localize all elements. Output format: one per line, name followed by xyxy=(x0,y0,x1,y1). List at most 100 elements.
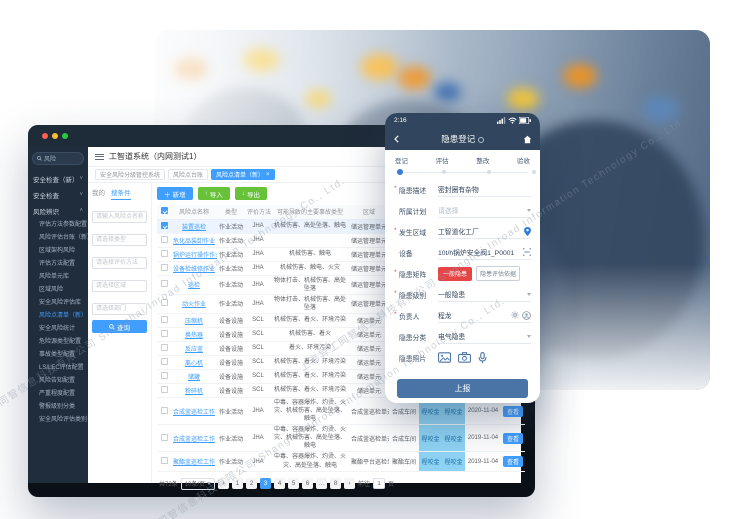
photo-icon[interactable] xyxy=(438,352,451,363)
risk-name-link[interactable]: 装置巡检 xyxy=(181,224,206,231)
import-button[interactable]: ↑ 导入 xyxy=(197,187,230,200)
risk-name-link[interactable]: 锅炉运行操作作业 xyxy=(173,252,217,259)
matrix-basis-button[interactable]: 隐患评估依据 xyxy=(476,266,521,281)
export-button[interactable]: ↓ 导出 xyxy=(234,187,267,200)
page-button[interactable]: 4 xyxy=(274,478,286,490)
risk-name-link[interactable]: 巡检 xyxy=(187,283,200,290)
table-row[interactable]: 合成釜巡检工作 作业活动 JHA 中毒、容器爆炸、灼烫、火灾、机械伤害、高处坠落… xyxy=(157,397,525,426)
microphone-icon[interactable] xyxy=(478,351,487,364)
sidebar-item[interactable]: LS/LEC评估配置 xyxy=(39,365,84,371)
area-select[interactable]: 工智道化工厂 xyxy=(438,224,531,239)
step-label[interactable]: 验收 xyxy=(516,158,530,165)
matrix-level-button[interactable]: 一般隐患 xyxy=(438,266,473,281)
home-icon[interactable] xyxy=(523,135,532,144)
page-button[interactable]: 5 xyxy=(288,478,300,490)
row-checkbox[interactable] xyxy=(160,371,168,379)
row-checkbox[interactable] xyxy=(160,385,168,393)
sidebar-item[interactable]: 危险源类型配置 xyxy=(39,339,82,345)
risk-name-link[interactable]: 危化品装卸作业 xyxy=(173,238,216,245)
row-checkbox[interactable] xyxy=(160,249,168,257)
prev-page-button[interactable]: ‹ xyxy=(218,478,230,490)
filter-input[interactable] xyxy=(92,234,147,246)
sidebar-item[interactable]: 区域风险 xyxy=(39,287,64,293)
page-button[interactable]: 3 xyxy=(260,478,272,490)
risk-name-link[interactable]: 离心机 xyxy=(184,360,203,367)
sidebar-item[interactable]: 区域架构风险 xyxy=(39,248,76,254)
page-button[interactable]: 2 xyxy=(246,478,258,490)
row-checkbox[interactable] xyxy=(160,329,168,337)
row-checkbox[interactable] xyxy=(160,315,168,323)
risk-name-link[interactable]: 粉碎机 xyxy=(184,388,203,395)
tab-risk-ledger[interactable]: 风险点台账 xyxy=(168,169,209,180)
sidebar-item[interactable]: 事故类型配置 xyxy=(39,352,76,358)
step-label[interactable]: 登记 xyxy=(395,158,408,165)
page-button[interactable]: 1 xyxy=(232,478,244,490)
sidebar-group[interactable]: 安全检查（新） ˅ xyxy=(28,171,88,187)
risk-name-link[interactable]: 合成釜巡检工作 xyxy=(173,436,216,443)
page-button[interactable]: 6 xyxy=(302,478,314,490)
step-label[interactable]: 评估 xyxy=(435,158,449,165)
sidebar-item[interactable]: 风险评估台账（新） xyxy=(39,235,88,241)
filter-input[interactable] xyxy=(92,303,147,315)
contacts-icon[interactable] xyxy=(522,310,531,320)
equipment-input[interactable]: 10t/h锅炉安全阀1_P0001 xyxy=(438,245,531,260)
step-label[interactable]: 整改 xyxy=(476,158,490,165)
traffic-light-close[interactable] xyxy=(42,133,48,139)
search-button[interactable]: 查询 xyxy=(92,320,147,333)
sidebar-item[interactable]: 安全风险评估类别 xyxy=(39,417,88,423)
goto-page-input[interactable] xyxy=(373,478,386,490)
row-checkbox[interactable] xyxy=(160,406,168,414)
danger-category-select[interactable]: 电气隐患 xyxy=(438,329,531,344)
responsible-person-input[interactable]: 程龙 xyxy=(438,308,531,323)
danger-description-input[interactable]: 密封圈有杂物 xyxy=(438,182,531,197)
sidebar-search[interactable]: 风险 xyxy=(32,152,84,165)
traffic-light-zoom[interactable] xyxy=(62,133,68,139)
add-button[interactable]: ＋新增 xyxy=(157,187,193,200)
row-checkbox[interactable] xyxy=(160,433,168,441)
risk-name-link[interactable]: 反应釜 xyxy=(184,346,203,353)
sidebar-item[interactable]: 风险点清单（新） xyxy=(39,313,88,319)
table-row[interactable]: 合成釜巡检工作 作业活动 JHA 中毒、容器爆炸、灼烫、火灾、机械伤害、高处坠落… xyxy=(157,424,525,453)
filter-input[interactable] xyxy=(92,211,147,223)
close-tab-icon[interactable]: × xyxy=(266,171,270,178)
row-checkbox[interactable] xyxy=(160,280,168,288)
view-button[interactable]: 查看 xyxy=(503,405,524,417)
scan-icon[interactable] xyxy=(523,248,531,256)
sidebar-group[interactable]: 安全检查 ˅ xyxy=(28,187,88,203)
filter-tab-mine[interactable]: 我的 xyxy=(92,190,105,197)
gear-icon[interactable] xyxy=(511,311,519,319)
risk-name-link[interactable]: 设备检维修作业 xyxy=(173,266,216,273)
risk-name-link[interactable]: 储罐 xyxy=(187,374,200,381)
risk-name-link[interactable]: 动火作业 xyxy=(181,302,206,309)
back-icon[interactable] xyxy=(393,135,401,143)
page-button[interactable]: ... xyxy=(316,478,328,490)
sidebar-item[interactable]: 风险单元库 xyxy=(39,274,70,280)
select-all-checkbox[interactable] xyxy=(160,207,168,215)
tab-risk-system[interactable]: 安全风险分级管控系统 xyxy=(95,169,166,180)
sidebar-item[interactable]: 评估方法配置 xyxy=(39,261,76,267)
filter-tab-conditions[interactable]: 搜条件 xyxy=(111,187,131,200)
plan-select[interactable]: 请选择 xyxy=(438,203,531,218)
view-button[interactable]: 查看 xyxy=(503,432,524,444)
risk-name-link[interactable]: 换热器 xyxy=(184,332,203,339)
filter-input[interactable] xyxy=(92,280,147,292)
risk-name-link[interactable]: 压缩机 xyxy=(184,318,203,325)
page-size-select[interactable]: 10条/页 xyxy=(180,477,216,490)
sidebar-item[interactable]: 警报级别分类 xyxy=(39,404,76,410)
sidebar-item[interactable]: 评估方法参数配置 xyxy=(39,222,88,228)
next-page-button[interactable]: › xyxy=(344,478,356,490)
sidebar-item[interactable]: 风险告知配置 xyxy=(39,378,76,384)
row-checkbox[interactable] xyxy=(160,263,168,271)
filter-input[interactable] xyxy=(92,257,147,269)
row-checkbox[interactable] xyxy=(160,235,168,243)
submit-report-button[interactable]: 上报 xyxy=(397,379,528,398)
sidebar-group[interactable]: 风险辨识 ˄ xyxy=(28,203,88,219)
row-checkbox[interactable] xyxy=(160,457,168,465)
danger-level-select[interactable]: 一般隐患 xyxy=(438,287,531,302)
traffic-light-minimize[interactable] xyxy=(52,133,58,139)
tab-risk-list-new[interactable]: 风险点清单（新） × xyxy=(211,169,275,180)
hamburger-icon[interactable] xyxy=(95,153,104,160)
sidebar-item[interactable]: 安全风险统计 xyxy=(39,326,76,332)
risk-name-link[interactable]: 合成釜巡检工作 xyxy=(173,409,216,416)
sidebar-item[interactable]: 安全风险评估库 xyxy=(39,300,82,306)
